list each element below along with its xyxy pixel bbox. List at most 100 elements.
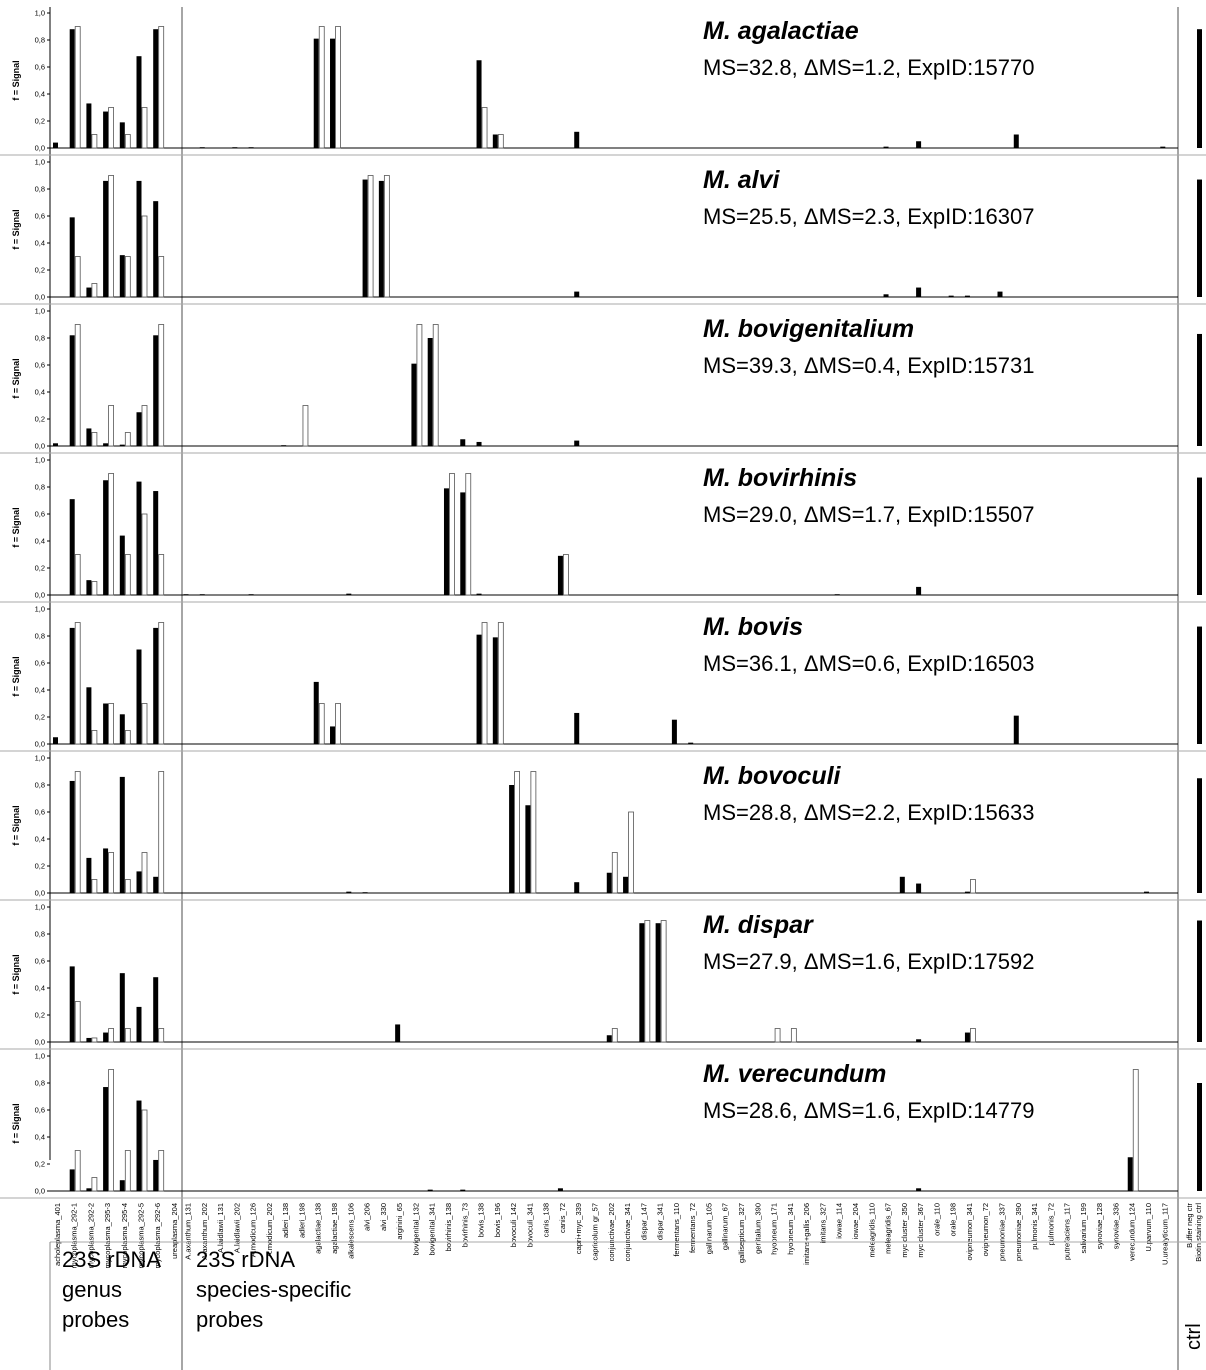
bar-expected (108, 473, 114, 596)
bar-measured (916, 141, 922, 148)
bar-expected (481, 622, 488, 745)
bar-measured (460, 439, 466, 446)
bar-expected (158, 26, 165, 149)
x-tick-label: mycoplasma_295-3 (103, 1203, 112, 1268)
x-tick-label: alvi_206 (363, 1203, 372, 1231)
x-tick-label: ureaplasma_204 (170, 1203, 179, 1259)
bar-expected (302, 405, 309, 447)
bar-expected (660, 920, 667, 1043)
bar-measured (153, 201, 159, 297)
bar-measured (1127, 1157, 1133, 1191)
x-tick-label: meleagridis_67 (884, 1203, 893, 1254)
bar-measured (557, 1188, 563, 1191)
bar-measured (119, 444, 125, 446)
bar-measured (639, 923, 645, 1042)
bar-measured (248, 147, 254, 148)
bar-measured (964, 295, 970, 297)
bar-expected (465, 473, 472, 596)
bar-measured (248, 594, 254, 595)
panel-species-title: M. bovis (703, 613, 803, 641)
bar-measured (492, 134, 498, 148)
bar-expected (108, 703, 114, 745)
bar-expected (91, 879, 98, 894)
bar-measured (119, 1180, 125, 1191)
panel-species-title: M. alvi (703, 166, 780, 194)
y-tick-label: 0,0 (35, 442, 45, 451)
bar-expected (158, 1028, 165, 1043)
x-tick-label: ovipneumon_72 (981, 1203, 990, 1256)
bar-measured (69, 780, 75, 893)
bar-measured (1197, 477, 1202, 595)
genus-group-line-3: probes (62, 1307, 130, 1332)
y-tick-label: 0,8 (35, 930, 45, 939)
y-tick-label: 0,6 (35, 63, 45, 72)
bar-measured (119, 122, 125, 148)
y-tick-label: 0,4 (35, 686, 45, 695)
bar-expected (611, 1028, 618, 1043)
bar-measured (119, 776, 125, 893)
y-tick-label: 0,6 (35, 659, 45, 668)
x-tick-label: pulmonis_72 (1046, 1203, 1055, 1246)
panel-species-title: M. verecundum (703, 1060, 886, 1088)
bar-expected (158, 771, 165, 894)
bar-measured (313, 681, 319, 744)
bar-measured (136, 412, 142, 446)
bar-measured (136, 1100, 142, 1191)
x-tick-label: meleagridis_110 (867, 1203, 876, 1257)
x-tick-label: bovigenital_132 (411, 1203, 420, 1256)
y-tick-label: 0,8 (35, 1079, 45, 1088)
bar-expected (124, 1150, 131, 1192)
x-tick-label: myc cluster_350 (900, 1203, 909, 1258)
bar-measured (53, 142, 58, 148)
bar-expected (158, 256, 165, 298)
bar-measured (378, 180, 384, 297)
bar-measured (1197, 179, 1202, 297)
bar-measured (183, 594, 189, 595)
bar-expected (124, 879, 131, 894)
x-tick-label: A.axanthum_131 (184, 1203, 193, 1260)
x-tick-label: fermentans_110 (672, 1203, 681, 1257)
x-tick-label: alvi_330 (379, 1203, 388, 1231)
bar-measured (69, 966, 75, 1042)
bar-measured (103, 1087, 109, 1191)
bar-measured (574, 882, 580, 893)
bar-measured (86, 1188, 92, 1191)
bar-measured (460, 492, 466, 595)
bar-measured (362, 179, 368, 297)
bar-expected (141, 852, 148, 894)
bar-measured (281, 445, 287, 446)
y-tick-label: 0,8 (35, 185, 45, 194)
panel-2: 0,0 0,2 0,4 0,6 0,8 1,0 f = Signal M. alvi MS=25… (0, 158, 1206, 305)
x-tick-label: bovis_196 (493, 1203, 502, 1237)
bar-expected (367, 175, 374, 298)
y-tick-label: 0,2 (35, 117, 45, 126)
bar-expected (141, 513, 148, 596)
x-tick-label: alkalescens_106 (346, 1203, 355, 1259)
x-tick-label: pneumoniae_337 (998, 1203, 1007, 1261)
x-tick-label: imitans_327 (818, 1203, 827, 1243)
bar-expected (141, 215, 148, 298)
y-axis-label: f = Signal (11, 60, 21, 100)
bar-measured (1197, 29, 1202, 149)
x-tick-label: bovoculi_341 (525, 1203, 534, 1247)
y-tick-label: 0,6 (35, 1106, 45, 1115)
x-tick-label: mycoplasma_292-6 (153, 1203, 162, 1268)
bar-measured (427, 338, 433, 446)
panel-7: 0,0 0,2 0,4 0,6 0,8 1,0 f = Signal M. dispar MS=… (0, 903, 1206, 1050)
bar-measured (346, 593, 352, 595)
genus-group-label: 23S rDNA genus probes (62, 1245, 161, 1335)
x-tick-label: conjunctivae_341 (623, 1203, 632, 1261)
panel-species-info: MS=29.0, ΔMS=1.7, ExpID:15507 (703, 502, 1034, 527)
bar-measured (69, 1169, 75, 1191)
bar-measured (574, 131, 580, 148)
bar-measured (53, 737, 58, 744)
bar-measured (69, 29, 75, 149)
bar-measured (153, 627, 159, 744)
bar-measured (232, 147, 238, 148)
y-tick-label: 0,4 (35, 388, 45, 397)
bar-expected (108, 175, 114, 298)
bar-measured (153, 876, 159, 893)
bar-measured (492, 637, 498, 744)
panel-species-info: MS=25.5, ΔMS=2.3, ExpID:16307 (703, 204, 1034, 229)
bar-expected (74, 26, 81, 149)
